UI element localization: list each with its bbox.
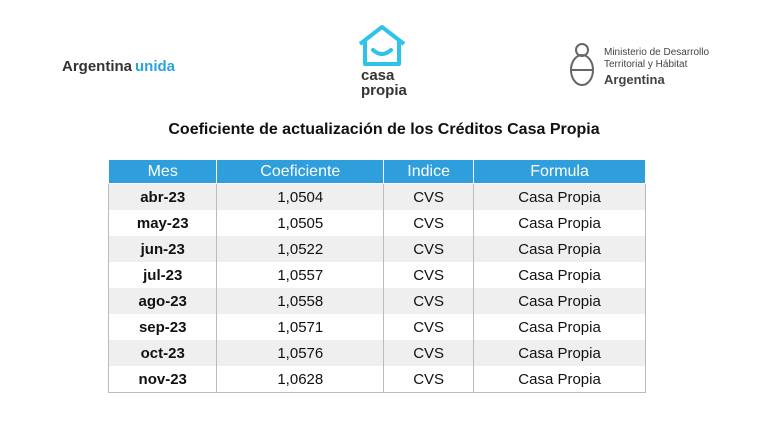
crest (570, 43, 594, 86)
logo-text: casa propia (361, 68, 407, 98)
table-row: sep-23 1,0571 CVS Casa Propia (107, 314, 646, 340)
table-cell: 1,0558 (216, 288, 385, 314)
table-cell: nov-23 (107, 366, 218, 393)
brand-text: Argentina (62, 58, 133, 75)
table-body: abr-23 1,0504 CVS Casa Propia may-23 1,0505 CV… (107, 183, 646, 393)
table-cell: jun-23 (107, 236, 218, 262)
table-cell: Casa Propia (473, 314, 646, 340)
logo-line: casa (361, 67, 395, 84)
table-cell: 1,0522 (216, 236, 385, 262)
table-cell: ago-23 (107, 288, 218, 314)
table-cell: CVS (383, 262, 475, 288)
table-cell: sep-23 (107, 314, 218, 340)
ministry: Ministerio de Desarrollo Territorial y Há… (604, 47, 709, 86)
ministry-line: Ministerio de Desarrollo (604, 47, 710, 58)
table-row: ago-23 1,0558 CVS Casa Propia (107, 288, 646, 314)
table-cell: 1,0505 (216, 210, 385, 236)
table-cell: Casa Propia (473, 210, 646, 236)
table-cell: Casa Propia (473, 262, 646, 288)
table-row: may-23 1,0505 CVS Casa Propia (107, 210, 646, 236)
table-row: jul-23 1,0557 CVS Casa Propia (107, 262, 646, 288)
table: Mes Coeficiente Indice Formula abr-23 1,0504 C… (107, 159, 646, 393)
table-cell: Casa Propia (473, 183, 646, 210)
table-cell: Casa Propia (473, 236, 646, 262)
table-cell: oct-23 (107, 340, 218, 366)
table-row: jun-23 1,0522 CVS Casa Propia (107, 236, 646, 262)
logo-line: propia (361, 82, 407, 99)
house-icon (358, 25, 406, 66)
table-cell: CVS (383, 288, 475, 314)
table-cell: 1,0576 (216, 340, 385, 366)
table-cell: may-23 (107, 210, 218, 236)
column-header: Coeficiente (216, 159, 385, 184)
table-cell: CVS (383, 314, 475, 340)
ministry-country: Argentina (604, 72, 665, 87)
table-cell: Casa Propia (473, 288, 646, 314)
column-header: Formula (473, 159, 646, 184)
table-row: nov-23 1,0628 CVS Casa Propia (107, 366, 646, 393)
header-row: Mes Coeficiente Indice Formula (107, 159, 646, 184)
ministry-line: Territorial y Hábitat (604, 59, 688, 70)
table-cell: CVS (383, 340, 475, 366)
table-cell: 1,0557 (216, 262, 385, 288)
table-cell: 1,0571 (216, 314, 385, 340)
table-cell: CVS (383, 210, 475, 236)
table-cell: CVS (383, 183, 475, 210)
brand: Argentina unida (62, 58, 175, 75)
table-cell: jul-23 (107, 262, 218, 288)
title: Coeficiente de actualización de los Créd… (168, 121, 600, 138)
table-row: oct-23 1,0576 CVS Casa Propia (107, 340, 646, 366)
table-cell: 1,0628 (216, 366, 385, 393)
table-cell: CVS (383, 236, 475, 262)
table-cell: 1,0504 (216, 183, 385, 210)
table-cell: abr-23 (107, 183, 218, 210)
column-header: Mes (107, 159, 218, 184)
table-cell: Casa Propia (473, 366, 646, 393)
table-row: abr-23 1,0504 CVS Casa Propia (107, 183, 646, 210)
brand-text: unida (135, 58, 176, 75)
table-cell: CVS (383, 366, 475, 393)
column-header: Indice (383, 159, 475, 184)
table-cell: Casa Propia (473, 340, 646, 366)
